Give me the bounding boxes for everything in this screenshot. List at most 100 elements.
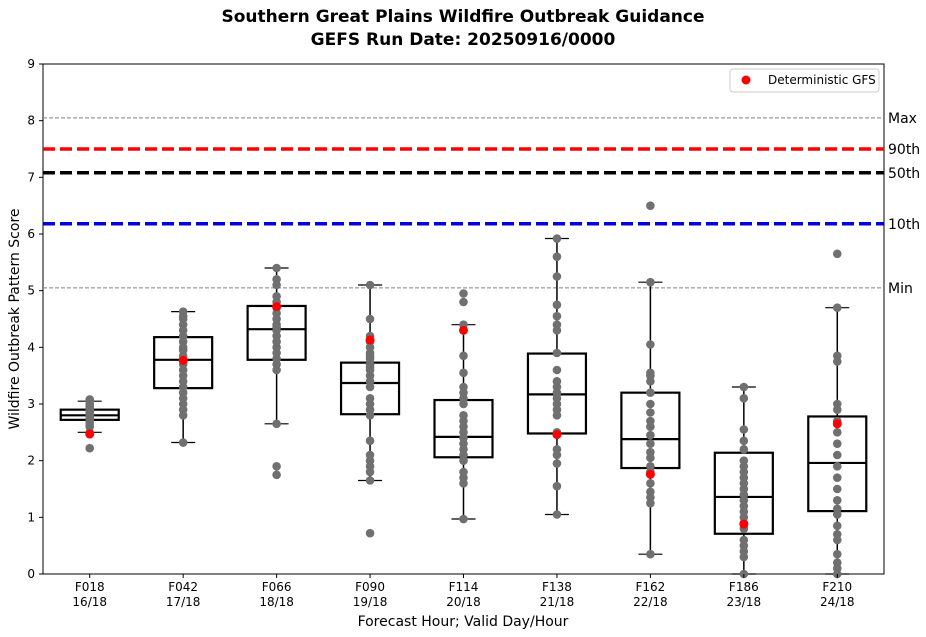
deterministic-point <box>459 325 468 335</box>
member-point <box>459 297 468 307</box>
member-point <box>646 447 655 457</box>
member-point <box>646 368 655 378</box>
x-tick-hour: F018 <box>75 580 105 594</box>
member-point <box>365 280 375 290</box>
member-point <box>85 395 95 404</box>
y-tick-label: 9 <box>27 57 35 71</box>
member-point <box>459 368 468 378</box>
legend-label: Deterministic GFS <box>768 73 876 87</box>
x-tick-hour: F138 <box>542 580 572 594</box>
legend-box <box>729 68 880 93</box>
member-point <box>272 419 281 429</box>
member-point <box>739 436 749 446</box>
member-point <box>739 445 749 454</box>
x-tick-hour: F066 <box>262 580 292 594</box>
member-point <box>552 320 562 329</box>
reference-label-50th: 50th <box>888 166 920 182</box>
legend: Deterministic GFS <box>729 68 880 93</box>
x-tick-valid: 20/18 <box>446 595 481 609</box>
member-point <box>552 348 562 358</box>
member-point <box>832 428 842 437</box>
member-point <box>832 484 842 494</box>
x-tick-valid: 17/18 <box>166 595 201 609</box>
member-point <box>552 365 562 375</box>
x-tick-hour: F114 <box>449 580 479 594</box>
deterministic-point <box>85 429 95 439</box>
member-point <box>646 487 655 497</box>
member-point <box>552 234 562 243</box>
member-point <box>646 340 655 349</box>
member-point <box>832 399 842 409</box>
member-point <box>552 459 562 468</box>
member-point <box>272 275 281 284</box>
member-point <box>739 425 749 434</box>
member-point <box>832 558 842 567</box>
member-point <box>832 303 842 312</box>
deterministic-point <box>365 335 375 345</box>
x-tick-valid: 18/18 <box>259 595 294 609</box>
member-point <box>365 394 375 403</box>
reference-label-max: Max <box>888 111 917 127</box>
member-point <box>459 411 468 420</box>
box-group <box>433 289 494 524</box>
member-point <box>552 252 562 261</box>
member-point <box>832 450 842 460</box>
member-point <box>646 439 655 448</box>
x-tick-valid: 23/18 <box>727 595 762 609</box>
x-tick-hour: F042 <box>168 580 198 594</box>
box-group <box>339 280 401 538</box>
x-tick-valid: 19/18 <box>353 595 388 609</box>
member-point <box>646 430 655 440</box>
member-point <box>646 388 655 397</box>
member-point <box>459 351 468 361</box>
deterministic-point <box>739 519 749 529</box>
y-tick-label: 8 <box>27 114 35 128</box>
member-point <box>646 462 655 471</box>
y-tick-label: 3 <box>27 397 35 411</box>
member-point <box>832 249 842 259</box>
member-point <box>365 314 375 324</box>
box-group <box>807 249 868 579</box>
legend-marker <box>741 75 751 85</box>
member-point <box>178 438 188 447</box>
chart-title-line1: Southern Great Plains Wildfire Outbreak … <box>222 7 705 27</box>
member-point <box>832 496 842 505</box>
member-point <box>739 382 749 392</box>
member-point <box>552 311 562 321</box>
member-point <box>272 470 281 480</box>
y-tick-label: 5 <box>27 284 35 298</box>
chart-title-line2: GEFS Run Date: 20250916/0000 <box>311 30 616 50</box>
reference-label-10th: 10th <box>888 217 920 233</box>
member-point <box>739 394 749 403</box>
member-point <box>552 481 562 491</box>
deterministic-point <box>832 419 842 429</box>
deterministic-point <box>272 302 282 312</box>
member-point <box>832 439 842 448</box>
box-group <box>246 263 307 480</box>
member-point <box>459 514 468 524</box>
box-group <box>153 307 214 447</box>
x-tick-valid: 16/18 <box>72 595 107 609</box>
member-point <box>832 549 842 559</box>
x-tick-hour: F186 <box>729 580 759 594</box>
member-point <box>832 504 842 514</box>
x-tick-hour: F090 <box>355 580 385 594</box>
y-tick-label: 0 <box>27 567 35 581</box>
member-point <box>459 467 468 477</box>
member-point <box>646 201 655 210</box>
box-group <box>620 201 681 559</box>
box-group <box>526 234 588 519</box>
x-tick-valid: 22/18 <box>633 595 668 609</box>
member-point <box>552 445 562 454</box>
member-point <box>646 416 655 426</box>
member-point <box>832 473 842 482</box>
member-point <box>365 528 375 538</box>
member-point <box>272 263 281 273</box>
deterministic-point <box>178 355 188 365</box>
y-tick-label: 6 <box>27 227 35 241</box>
x-tick-valid: 24/18 <box>820 595 855 609</box>
member-point <box>646 408 655 417</box>
member-point <box>552 272 562 281</box>
